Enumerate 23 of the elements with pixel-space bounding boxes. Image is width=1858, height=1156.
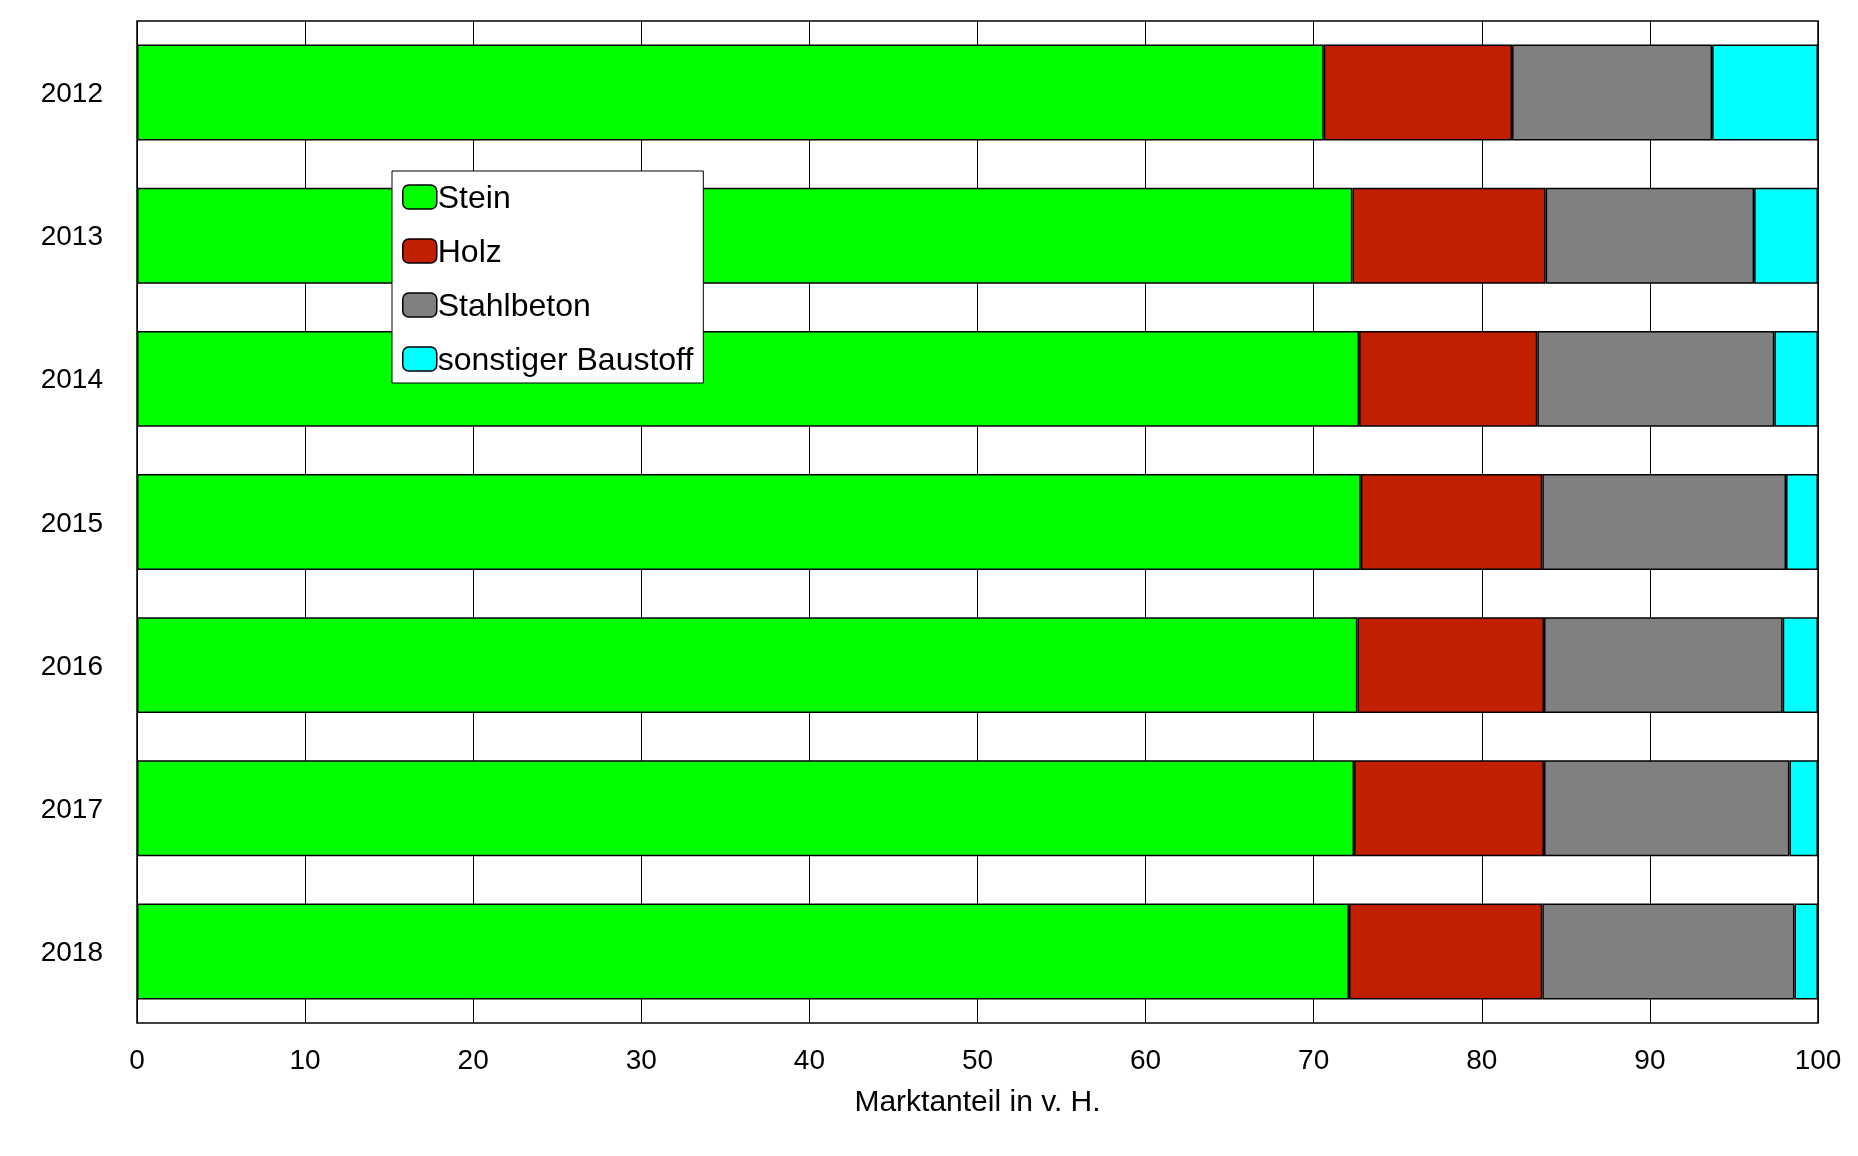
x-tick-label: 0 <box>129 1043 145 1075</box>
legend-label: Stahlbeton <box>437 287 591 323</box>
legend-label: Stein <box>437 179 511 215</box>
x-tick-label: 60 <box>1130 1043 1162 1075</box>
x-tick-label: 20 <box>457 1043 489 1075</box>
y-tick-label: 2018 <box>40 935 103 967</box>
y-tick-label: 2012 <box>40 77 103 109</box>
x-tick-label: 90 <box>1634 1043 1666 1075</box>
x-tick-label: 80 <box>1466 1043 1498 1075</box>
x-axis-title: Marktanteil in v. H. <box>854 1083 1101 1117</box>
x-tick-label: 70 <box>1298 1043 1330 1075</box>
x-tick-label: 40 <box>793 1043 825 1075</box>
x-tick-label: 50 <box>961 1043 994 1075</box>
y-tick-label: 2015 <box>40 506 103 538</box>
y-tick-label: 2013 <box>40 220 103 252</box>
x-tick-label: 30 <box>625 1043 657 1075</box>
x-tick-label: 100 <box>1794 1043 1842 1075</box>
y-tick-label: 2014 <box>40 363 103 395</box>
legend-label: sonstiger Baustoff <box>437 341 694 377</box>
y-tick-label: 2016 <box>40 649 103 681</box>
legend-label: Holz <box>437 233 502 269</box>
y-tick-label: 2017 <box>40 792 103 824</box>
x-tick-label: 10 <box>289 1043 321 1075</box>
